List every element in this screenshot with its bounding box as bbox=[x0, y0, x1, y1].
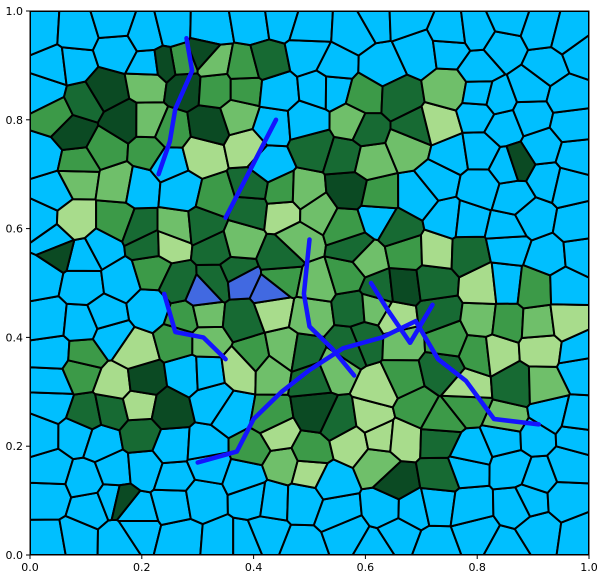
y-tick-label: 0.8 bbox=[6, 114, 24, 127]
voronoi-cell bbox=[30, 334, 71, 370]
voronoi-cell bbox=[505, 140, 537, 183]
y-tick-label: 0.4 bbox=[6, 331, 24, 344]
voronoi-cells bbox=[30, 11, 589, 555]
river-line bbox=[301, 237, 357, 378]
x-tick-label: 0.2 bbox=[133, 561, 151, 574]
x-tick-label: 0.8 bbox=[468, 561, 486, 574]
river-line bbox=[156, 35, 195, 177]
voronoi-cell bbox=[388, 267, 422, 307]
y-tick-label: 0.2 bbox=[6, 440, 24, 453]
voronoi-cell bbox=[110, 482, 142, 521]
voronoi-cell bbox=[425, 11, 467, 45]
voronoi-cell bbox=[549, 265, 589, 306]
voronoi-cell bbox=[248, 273, 292, 305]
voronoi-cell bbox=[517, 334, 563, 368]
voronoi-cell bbox=[548, 107, 589, 144]
voronoi-cell bbox=[546, 445, 589, 485]
voronoi-cell bbox=[554, 138, 589, 176]
voronoi-cell bbox=[259, 478, 290, 522]
river-paths bbox=[156, 35, 541, 465]
river-line bbox=[195, 318, 541, 465]
plot-area bbox=[30, 11, 589, 555]
river-line bbox=[368, 280, 435, 346]
voronoi-cell bbox=[554, 425, 589, 457]
voronoi-cell bbox=[153, 44, 177, 84]
x-tick-label: 0.4 bbox=[245, 561, 263, 574]
y-tick-label: 1.0 bbox=[6, 5, 24, 18]
voronoi-cell bbox=[551, 199, 589, 243]
voronoi-cell bbox=[520, 303, 556, 339]
voronoi-cell bbox=[459, 301, 497, 338]
river-line bbox=[161, 291, 228, 362]
voronoi-cell bbox=[555, 510, 589, 555]
voronoi-cell bbox=[229, 76, 264, 108]
river-line bbox=[223, 117, 279, 220]
voronoi-cell bbox=[551, 166, 589, 210]
voronoi-cell bbox=[546, 481, 589, 524]
voronoi-cell bbox=[35, 238, 76, 274]
voronoi-cell bbox=[330, 289, 366, 328]
voronoi-cell bbox=[491, 302, 525, 344]
voronoi-cell bbox=[545, 72, 589, 114]
y-tick-label: 0.6 bbox=[6, 223, 24, 236]
voronoi-cell bbox=[30, 295, 68, 342]
voronoi-cell bbox=[184, 273, 224, 307]
voronoi-cell bbox=[227, 11, 271, 47]
x-tick-label: 0.0 bbox=[21, 561, 39, 574]
voronoi-cell bbox=[185, 478, 229, 526]
x-tick-label: 1.0 bbox=[580, 561, 598, 574]
voronoi-cell bbox=[550, 11, 589, 56]
y-axis-ticks: 0.0 0.2 0.4 0.6 0.8 1.0 bbox=[6, 5, 30, 562]
x-axis-ticks: 0.0 0.2 0.4 0.6 0.8 1.0 bbox=[21, 555, 598, 574]
y-tick-label: 0.0 bbox=[6, 549, 24, 562]
axes-frame bbox=[29, 10, 590, 556]
x-tick-label: 0.6 bbox=[357, 561, 375, 574]
voronoi-cell bbox=[555, 357, 589, 397]
